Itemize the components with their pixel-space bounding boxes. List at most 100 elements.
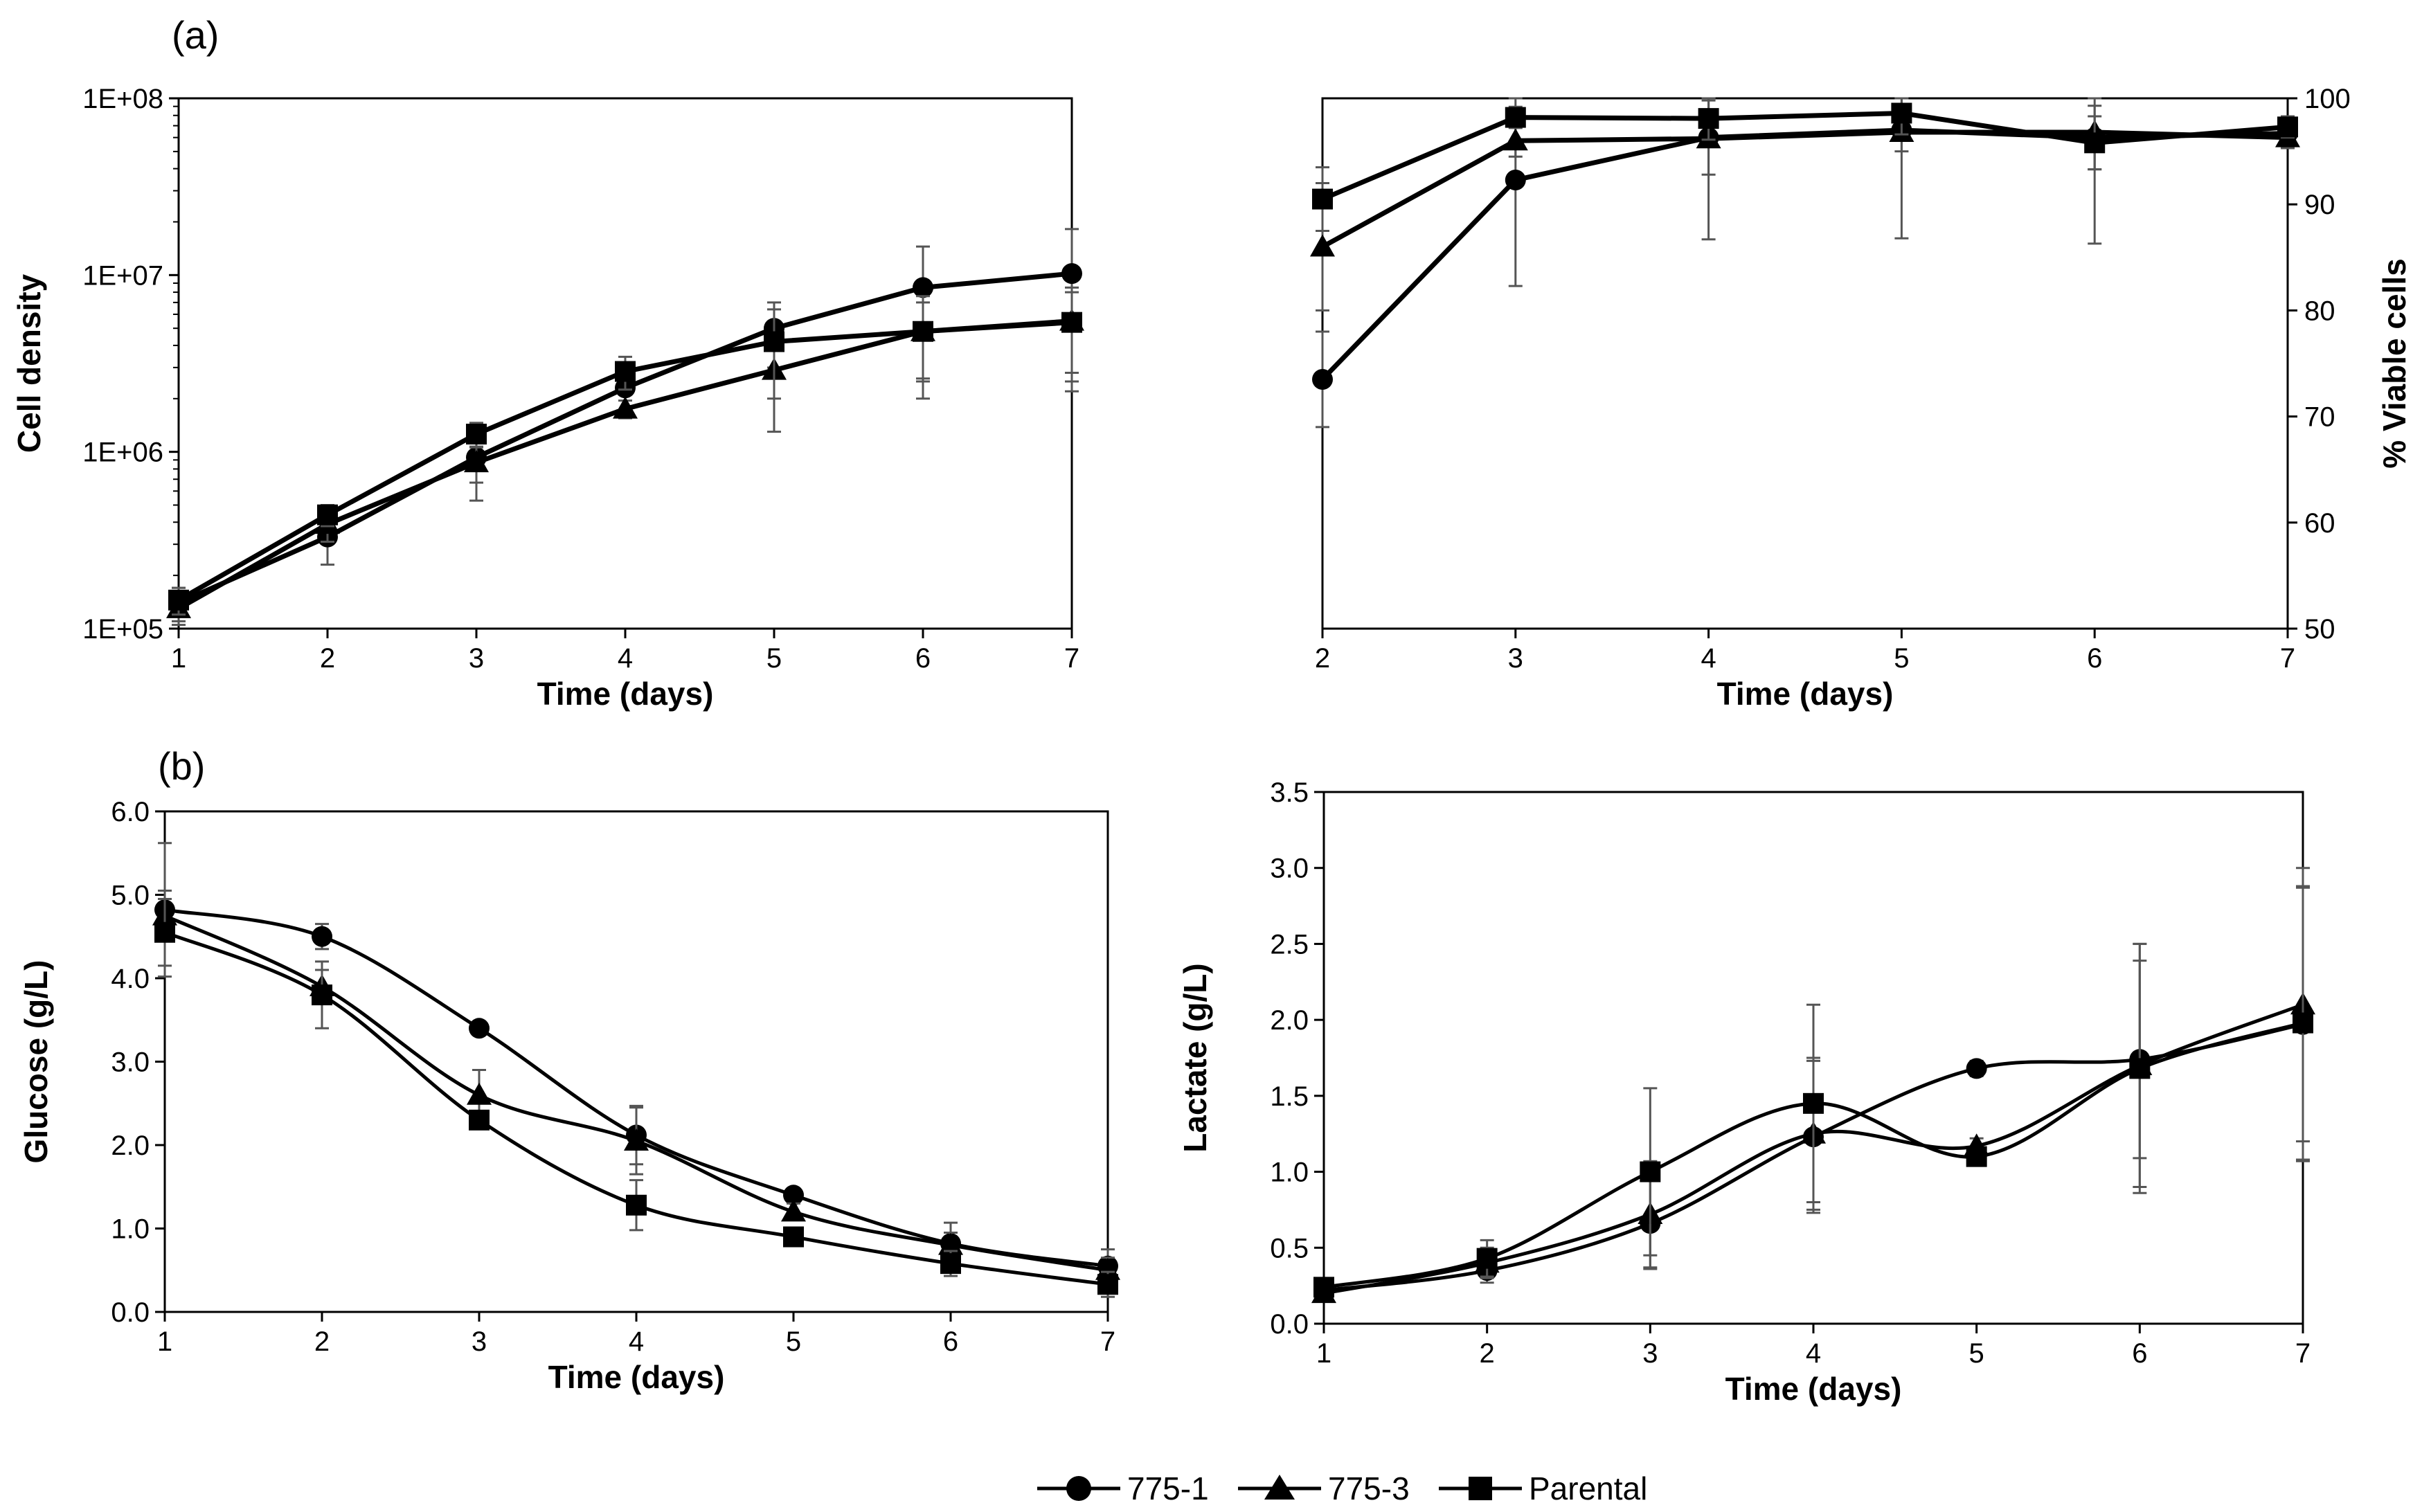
- lactate-parental-point: [1476, 1248, 1498, 1269]
- cell-density-xtick-label: 4: [618, 643, 633, 674]
- legend-entry-775-3: 775-3: [1238, 1470, 1410, 1506]
- glucose-parental-point: [154, 921, 175, 943]
- viability-ytick-label: 70: [2304, 402, 2335, 433]
- lactate-series-parental: [1313, 885, 2313, 1298]
- cell-density-xtick-label: 2: [320, 643, 335, 674]
- viability-xtick-label: 4: [1701, 643, 1716, 674]
- cell-density-parental-point: [317, 504, 338, 525]
- glucose-x-axis-title: Time (days): [548, 1359, 725, 1395]
- cell-density-775-1-point: [1061, 263, 1082, 285]
- glucose-parental-point: [312, 984, 332, 1006]
- glucose-ytick-label: 6.0: [111, 797, 150, 827]
- viability-parental-point: [2277, 116, 2298, 138]
- lactate-ytick-label: 0.5: [1270, 1233, 1309, 1263]
- viability-775-3-point: [1310, 234, 1335, 257]
- lactate-xtick-label: 4: [1806, 1338, 1821, 1369]
- lactate-x-axis-title: Time (days): [1725, 1371, 1902, 1407]
- glucose-ytick-label: 5.0: [111, 881, 150, 911]
- viability-ytick-label: 80: [2304, 296, 2335, 326]
- glucose-ytick-label: 0.0: [111, 1297, 150, 1328]
- glucose-775-3-point: [467, 1082, 492, 1105]
- lactate-parental-point: [1966, 1146, 1987, 1167]
- cell-density-xtick-label: 6: [915, 643, 931, 674]
- viability-parental-point: [1698, 108, 1719, 129]
- cell-density-line-775-1: [177, 271, 1073, 605]
- cell-density-parental-point: [615, 361, 636, 382]
- lactate-parental-point: [2129, 1058, 2151, 1079]
- chart-viability: 2 3 4 5 6 7 50 60 70 80 90 100 Time (days) % Viable c…: [1310, 84, 2412, 712]
- viability-y-axis-title: % Viable cells: [2376, 258, 2412, 468]
- cell-density-xtick-label: 3: [469, 643, 484, 674]
- viability-ytick-label: 50: [2304, 614, 2335, 645]
- legend-label-775-3: 775-3: [1328, 1470, 1410, 1506]
- chart-lactate: 1 2 3 4 5 6 7 0.0 0.5 1.0 1.5 2.0 2.5 3.0 3.5 Time (day…: [1177, 777, 2315, 1407]
- lactate-ytick-label: 2.5: [1270, 929, 1309, 960]
- glucose-775-3-point: [781, 1199, 806, 1222]
- lactate-xtick-label: 5: [1969, 1338, 1984, 1369]
- glucose-ytick-label: 4.0: [111, 964, 150, 994]
- cell-density-775-1-point: [913, 277, 933, 298]
- lactate-parental-point: [2293, 1012, 2313, 1034]
- glucose-775-3-point: [624, 1128, 649, 1151]
- lactate-xtick-label: 6: [2132, 1338, 2147, 1369]
- lactate-775-1-point: [1966, 1058, 1987, 1079]
- viability-xtick-label: 5: [1894, 643, 1909, 674]
- lactate-xtick-label: 3: [1642, 1338, 1658, 1369]
- lactate-xtick-label: 7: [2295, 1338, 2311, 1369]
- cell-density-ytick-label: 1E+08: [82, 84, 163, 114]
- viability-frame: [1321, 97, 2289, 630]
- glucose-ytick-label: 1.0: [111, 1214, 150, 1245]
- viability-ytick-label: 90: [2304, 190, 2335, 220]
- cell-density-xtick-label: 5: [766, 643, 782, 674]
- glucose-xtick-label: 6: [943, 1326, 958, 1357]
- viability-ytick-label: 100: [2304, 84, 2351, 114]
- lactate-y-axis-title: Lactate (g/L): [1177, 963, 1213, 1152]
- glucose-775-1-point: [469, 1018, 490, 1039]
- glucose-ytick-label: 3.0: [111, 1047, 150, 1078]
- viability-xtick-label: 2: [1315, 643, 1330, 674]
- cell-density-series-parental: [168, 291, 1082, 616]
- glucose-775-1-point: [312, 926, 332, 947]
- cell-density-ytick-label: 1E+06: [82, 438, 163, 468]
- cell-density-775-3-point: [464, 450, 489, 473]
- lactate-xtick-label: 2: [1480, 1338, 1495, 1369]
- viability-parental-point: [1891, 102, 1912, 124]
- lactate-ytick-label: 3.5: [1270, 777, 1309, 808]
- glucose-y-axis-title: Glucose (g/L): [18, 960, 54, 1164]
- lactate-parental-point: [1313, 1277, 1334, 1298]
- glucose-xtick-label: 4: [629, 1326, 644, 1357]
- glucose-parental-point: [626, 1194, 647, 1216]
- viability-series-775-3: [1310, 97, 2300, 312]
- viability-xtick-label: 7: [2280, 643, 2295, 674]
- cell-density-775-3-point: [613, 396, 638, 419]
- viability-775-1-point: [1312, 368, 1333, 390]
- legend-entry-parental: Parental: [1439, 1470, 1647, 1506]
- glucose-xtick-label: 1: [157, 1326, 172, 1357]
- viability-775-3-point: [1502, 128, 1528, 151]
- cell-density-parental-point: [466, 424, 487, 445]
- cell-density-series-775-3: [166, 286, 1084, 627]
- viability-series-775-1: [1312, 97, 2298, 429]
- cell-density-ytick-label: 1E+05: [82, 614, 163, 645]
- cell-density-x-axis-title: Time (days): [537, 676, 714, 712]
- legend-label-775-1: 775-1: [1127, 1470, 1209, 1506]
- glucose-parental-point: [1097, 1274, 1118, 1295]
- panel-label-a: (a): [172, 13, 219, 57]
- legend-marker-square: [1469, 1477, 1492, 1500]
- cell-density-parental-point: [764, 331, 784, 352]
- cell-density-parental-point: [168, 589, 189, 611]
- glucose-parental-point: [940, 1253, 961, 1275]
- panel-label-b: (b): [158, 744, 205, 788]
- viability-ytick-label: 60: [2304, 508, 2335, 539]
- viability-series-parental: [1312, 97, 2298, 232]
- viability-line-parental: [1321, 110, 2288, 201]
- glucose-parental-point: [469, 1109, 490, 1131]
- lactate-ytick-label: 1.0: [1270, 1158, 1309, 1188]
- viability-775-1-point: [1505, 169, 1526, 190]
- cell-density-series-775-1: [168, 228, 1082, 622]
- legend-label-parental: Parental: [1529, 1470, 1647, 1506]
- glucose-775-1-point: [783, 1185, 804, 1206]
- glucose-parental-point: [783, 1226, 804, 1248]
- viability-line-775-3: [1321, 129, 2288, 249]
